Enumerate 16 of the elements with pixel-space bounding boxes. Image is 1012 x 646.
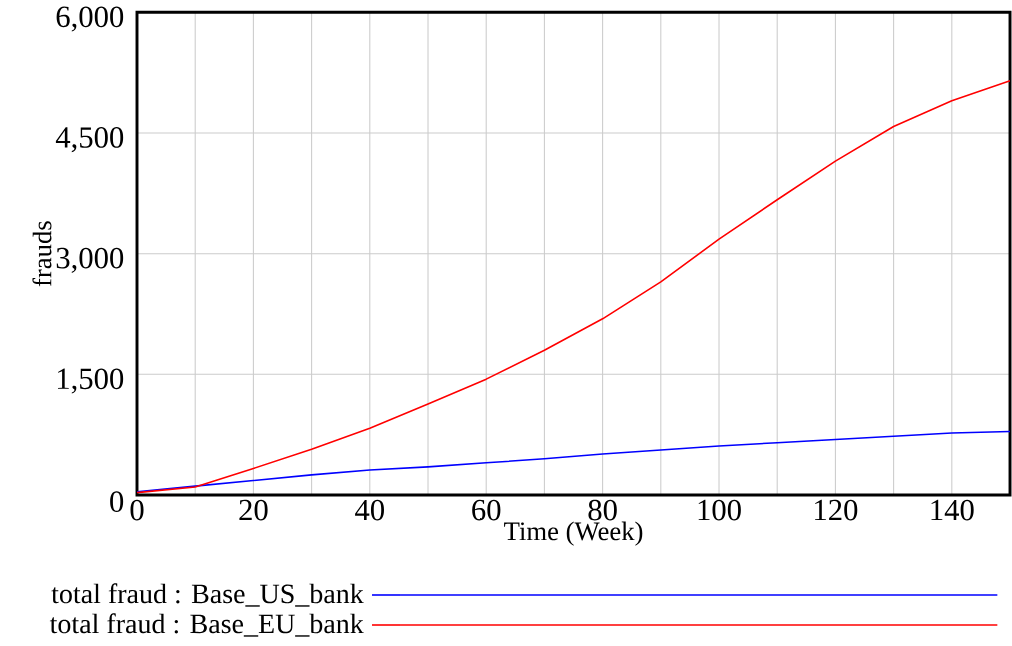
y-tick-label: 3,000 xyxy=(56,247,124,273)
y-axis-title: frauds xyxy=(32,221,52,287)
x-tick-label: 40 xyxy=(355,499,384,521)
legend-label: total fraud : Base_US_bank xyxy=(51,583,364,607)
y-tick-label: 4,500 xyxy=(55,127,124,153)
x-tick-label: 0 xyxy=(130,499,144,521)
y-tick-label: 6,000 xyxy=(56,6,124,32)
x-axis-title: Time (Week) xyxy=(504,521,643,546)
x-tick-label: 100 xyxy=(698,499,741,521)
legend-label: total fraud : Base_EU_bank xyxy=(49,613,364,637)
x-tick-label: 140 xyxy=(931,499,974,521)
x-tick-label: 20 xyxy=(239,499,268,521)
x-tick-label: 120 xyxy=(815,499,858,521)
y-tick-label: 1,500 xyxy=(57,368,124,394)
x-tick-label: 80 xyxy=(588,499,617,521)
x-tick-label: 60 xyxy=(472,499,501,521)
